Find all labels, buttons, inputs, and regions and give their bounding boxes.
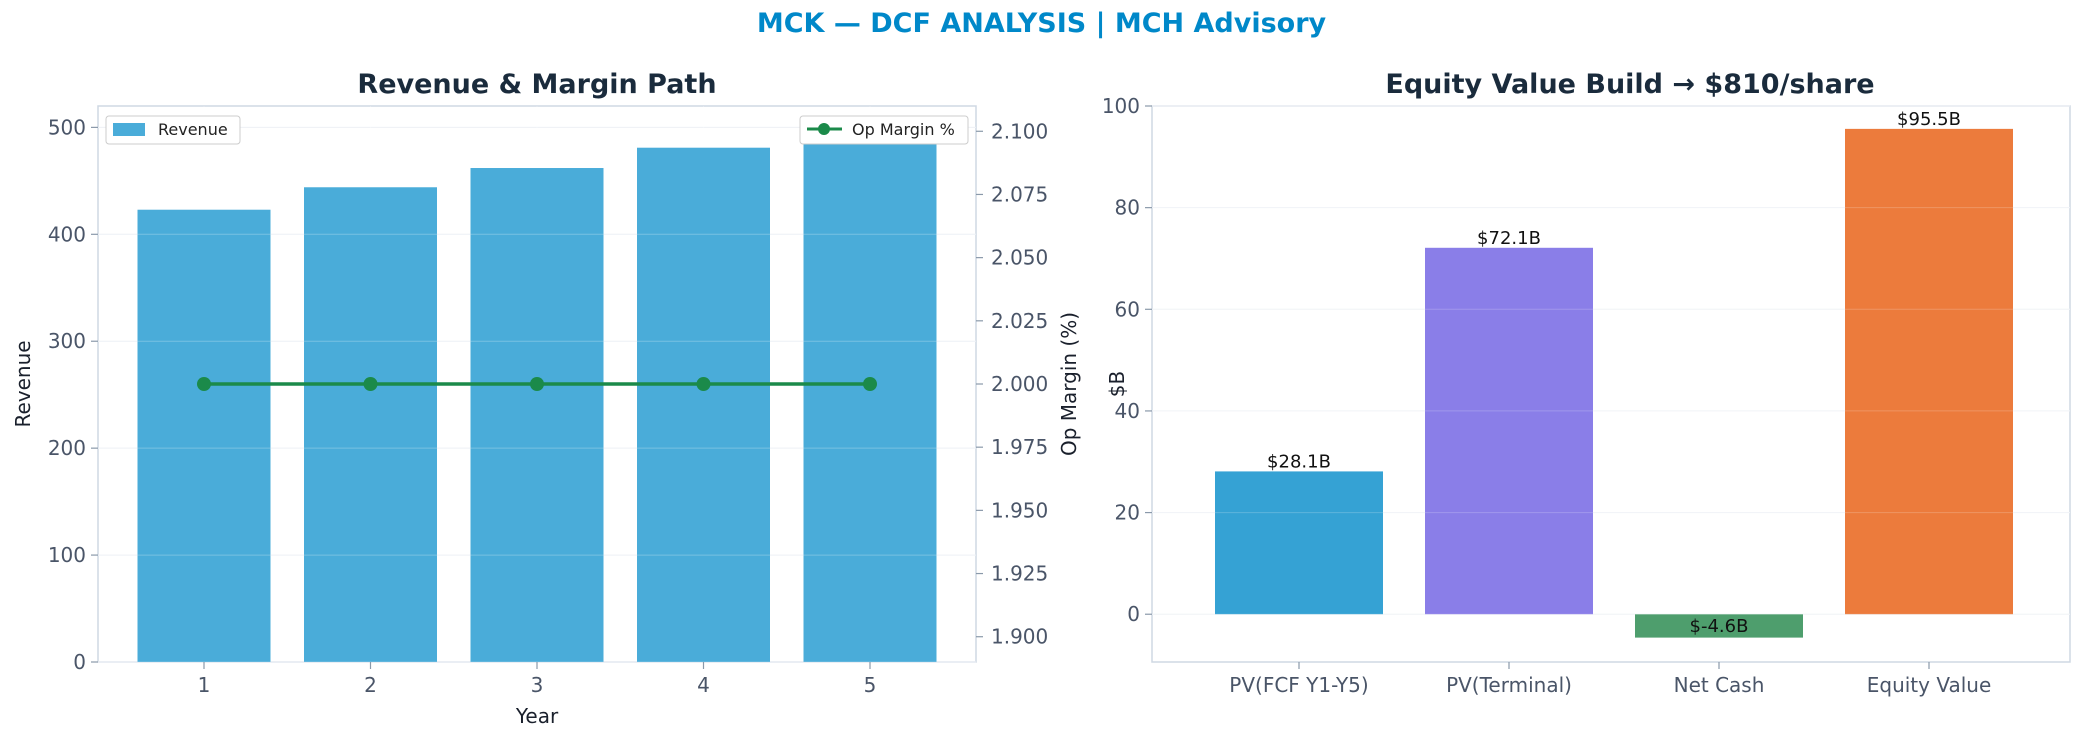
x-tick-label: Net Cash	[1674, 673, 1765, 697]
legend-box	[799, 115, 969, 145]
revenue-margin-panel: Revenue & Margin Path Year Revenue Op Ma…	[11, 69, 1081, 728]
y2-tick-label: 2.050	[991, 246, 1048, 270]
y-axis-label: Revenue	[11, 340, 35, 427]
y-tick-label: 0	[73, 650, 86, 674]
x-tick-label: 1	[198, 673, 211, 697]
x-tick-label: PV(Terminal)	[1446, 673, 1572, 697]
figure-title: MCK — DCF ANALYSIS | MCH Advisory	[756, 8, 1327, 39]
data-label: $72.1B	[1477, 228, 1541, 249]
y2-tick-label: 1.975	[991, 435, 1048, 459]
revenue-bar	[637, 147, 770, 662]
legend-label-revenue: Revenue	[158, 120, 228, 139]
x-tick-label: 2	[364, 673, 377, 697]
y2-tick-label: 2.075	[991, 182, 1048, 206]
equity-build-panel: Equity Value Build → $810/share $B $28.1…	[1102, 69, 2071, 697]
y-tick-label: 40	[1115, 399, 1140, 423]
y2-tick-label: 1.925	[991, 562, 1048, 586]
data-label: $28.1B	[1267, 451, 1331, 472]
op-margin-point	[197, 377, 211, 391]
right-chart-title: Equity Value Build → $810/share	[1385, 69, 1874, 100]
y-tick-label: 0	[1127, 602, 1140, 626]
data-label: $-4.6B	[1690, 616, 1749, 637]
revenue-bar	[470, 168, 604, 662]
y-tick-label: 80	[1115, 196, 1140, 220]
y-tick-label: 400	[48, 222, 86, 246]
y-tick-label: 200	[48, 436, 86, 460]
op-margin-point	[863, 377, 877, 391]
y2-tick-label: 2.000	[991, 372, 1048, 396]
value-bar	[1425, 247, 1593, 615]
y2-tick-label: 1.900	[991, 625, 1048, 649]
op-margin-point	[363, 377, 378, 391]
op-margin-point	[530, 377, 544, 391]
x-tick-label: 4	[697, 673, 710, 697]
revenue-bar	[137, 209, 271, 662]
x-tick-label: PV(FCF Y1-Y5)	[1229, 673, 1368, 697]
y-tick-label: 100	[48, 543, 86, 567]
legend-marker-margin	[818, 123, 830, 135]
revenue-legend: Revenue	[105, 115, 241, 145]
y-tick-label: 300	[48, 329, 86, 353]
x-tick-label: 3	[531, 673, 544, 697]
y-tick-label: 100	[1102, 94, 1140, 118]
margin-legend: Op Margin %	[799, 115, 969, 145]
data-label: $95.5B	[1897, 109, 1961, 130]
y-tick-label: 20	[1115, 501, 1140, 525]
y2-tick-label: 2.100	[991, 119, 1048, 143]
left-chart-title: Revenue & Margin Path	[357, 69, 716, 100]
revenue-bar	[803, 127, 937, 662]
revenue-bar	[304, 187, 437, 662]
y-tick-label: 60	[1115, 297, 1140, 321]
y-axis-label: $B	[1105, 371, 1129, 397]
value-bar	[1635, 614, 1803, 638]
op-margin-point	[696, 377, 711, 391]
y2-tick-label: 2.025	[991, 309, 1048, 333]
value-bar	[1845, 128, 2013, 615]
x-axis-label: Year	[515, 704, 559, 728]
value-bar	[1215, 471, 1383, 615]
x-tick-label: Equity Value	[1867, 673, 1992, 697]
legend-swatch-revenue	[113, 123, 145, 136]
y2-axis-label: Op Margin (%)	[1057, 312, 1081, 456]
y2-tick-label: 1.950	[991, 498, 1048, 522]
x-tick-label: 5	[864, 673, 877, 697]
legend-label-margin: Op Margin %	[852, 120, 955, 139]
y-tick-label: 500	[48, 115, 86, 139]
